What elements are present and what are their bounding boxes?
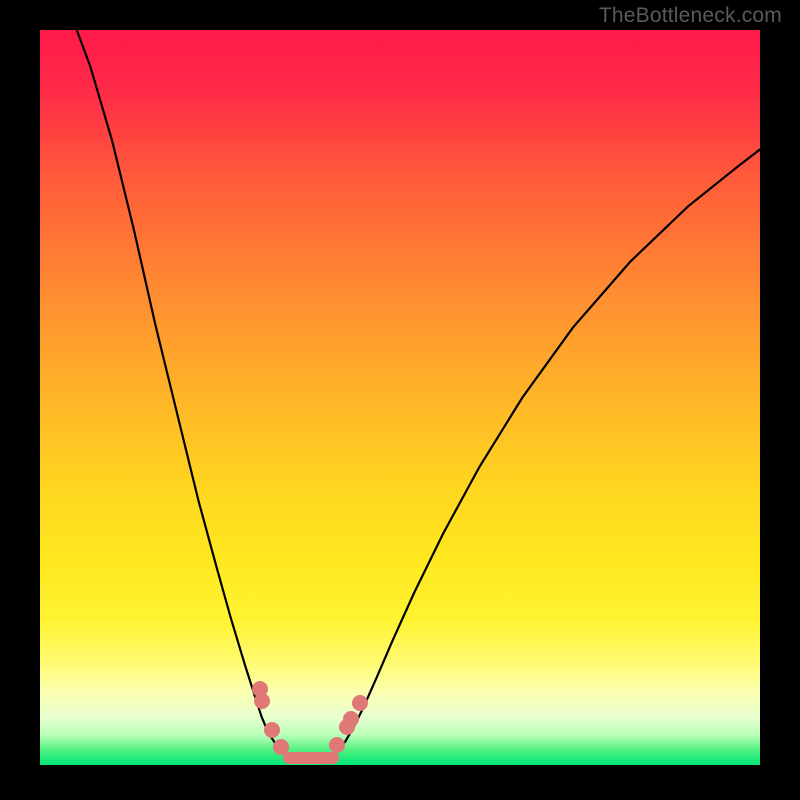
data-marker: [254, 693, 270, 709]
data-marker: [352, 695, 368, 711]
data-marker: [264, 722, 280, 738]
data-markers-layer: [40, 30, 760, 765]
trough-marker-bar: [283, 752, 338, 764]
watermark-text: TheBottleneck.com: [599, 4, 782, 28]
data-marker: [343, 711, 359, 727]
plot-area: [40, 30, 760, 765]
